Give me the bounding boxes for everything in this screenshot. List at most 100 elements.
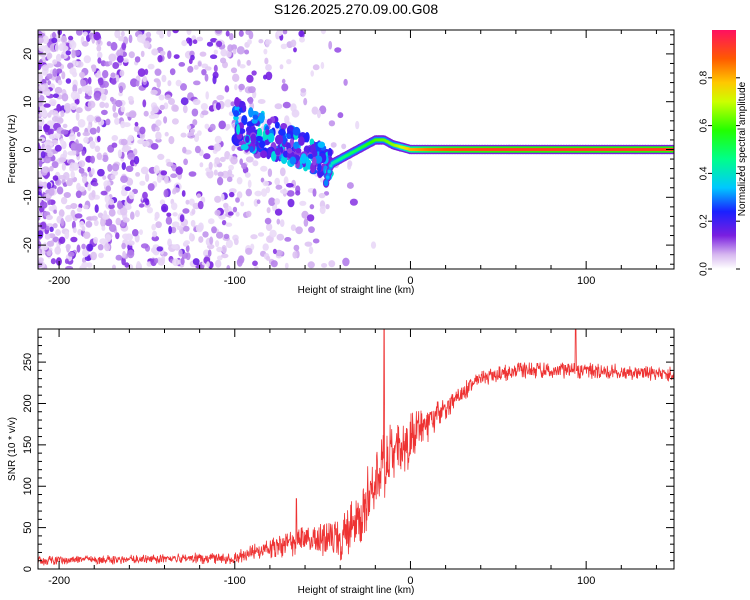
- noise-blob: [110, 72, 116, 78]
- cluster-blob: [287, 148, 293, 154]
- noise-blob: [159, 199, 166, 205]
- noise-blob: [41, 64, 49, 71]
- noise-blob: [116, 55, 124, 63]
- noise-blob: [260, 165, 268, 172]
- noise-blob: [172, 104, 179, 112]
- noise-blob: [75, 190, 82, 199]
- noise-blob: [85, 220, 93, 228]
- noise-blob: [108, 203, 115, 210]
- noise-blob: [192, 98, 201, 106]
- noise-blob: [122, 217, 130, 223]
- noise-blob: [230, 156, 238, 165]
- noise-blob: [280, 189, 288, 194]
- noise-blob: [157, 258, 165, 266]
- noise-blob: [68, 35, 74, 41]
- noise-blob: [49, 165, 54, 172]
- noise-blob: [355, 120, 360, 130]
- noise-blob: [120, 175, 128, 183]
- snr-series-line: [38, 329, 674, 566]
- cluster-blob: [275, 134, 283, 145]
- noise-blob: [130, 211, 135, 220]
- noise-blob: [218, 120, 226, 130]
- noise-blob: [234, 83, 238, 91]
- noise-blob: [211, 226, 217, 234]
- noise-blob: [94, 204, 99, 213]
- noise-blob: [101, 109, 108, 116]
- noise-blob: [202, 231, 209, 238]
- noise-blob: [60, 35, 68, 44]
- noise-blob: [312, 188, 317, 197]
- noise-blob: [159, 32, 165, 39]
- noise-blob: [180, 257, 185, 266]
- noise-blob: [175, 79, 182, 87]
- noise-blob: [239, 64, 246, 69]
- noise-blob: [82, 31, 88, 37]
- noise-blob: [60, 110, 65, 118]
- noise-blob: [154, 126, 160, 132]
- cluster-blob: [233, 110, 240, 117]
- noise-blob: [49, 109, 57, 115]
- noise-blob: [308, 246, 314, 255]
- cluster-blob: [260, 150, 268, 159]
- noise-blob: [275, 249, 283, 257]
- noise-blob: [291, 109, 300, 118]
- cluster-blob: [266, 118, 272, 126]
- noise-blob: [38, 37, 44, 44]
- noise-blob: [286, 59, 292, 65]
- noise-blob: [120, 207, 128, 216]
- noise-blob: [264, 217, 272, 225]
- noise-blob: [107, 163, 113, 172]
- noise-blob: [293, 244, 300, 252]
- noise-blob: [80, 79, 87, 87]
- noise-blob: [134, 210, 140, 218]
- noise-blob: [94, 92, 101, 101]
- noise-blob: [225, 239, 233, 249]
- noise-blob: [101, 225, 106, 231]
- noise-blob: [108, 224, 117, 233]
- noise-blob: [154, 257, 159, 264]
- noise-blob: [87, 183, 92, 192]
- noise-blob: [91, 181, 99, 187]
- noise-blob: [232, 206, 238, 213]
- noise-blob: [72, 227, 77, 234]
- noise-blob: [77, 119, 86, 128]
- noise-blob: [122, 58, 129, 63]
- noise-blob: [236, 191, 243, 199]
- noise-blob: [216, 246, 223, 253]
- noise-blob: [136, 34, 145, 43]
- noise-blob: [227, 211, 234, 216]
- noise-blob: [272, 248, 277, 255]
- noise-blob: [121, 242, 126, 250]
- noise-blob: [247, 96, 254, 105]
- noise-blob: [238, 83, 245, 91]
- noise-blob: [45, 214, 53, 221]
- cluster-blob: [267, 133, 275, 143]
- noise-blob: [83, 55, 92, 64]
- noise-blob: [67, 62, 74, 70]
- noise-blob: [54, 246, 61, 255]
- ridge-core: [324, 181, 328, 185]
- noise-blob: [81, 40, 89, 47]
- noise-blob: [224, 99, 232, 108]
- noise-blob: [69, 40, 77, 50]
- noise-blob: [220, 57, 227, 64]
- noise-blob: [78, 167, 85, 174]
- noise-blob: [38, 30, 43, 37]
- noise-blob: [67, 251, 75, 257]
- noise-blob: [282, 30, 288, 35]
- noise-blob: [111, 142, 118, 148]
- noise-blob: [56, 106, 62, 112]
- spectrogram-ytick-label: 0: [22, 146, 34, 152]
- noise-blob: [111, 135, 119, 141]
- noise-blob: [89, 127, 97, 135]
- noise-blob: [102, 214, 110, 220]
- noise-blob: [319, 205, 326, 215]
- noise-blob: [91, 168, 95, 175]
- noise-blob: [217, 171, 224, 177]
- noise-blob: [220, 48, 228, 57]
- figure-title: S126.2025.270.09.00.G08: [274, 1, 438, 17]
- noise-blob: [97, 57, 102, 64]
- noise-blob: [264, 57, 269, 65]
- noise-blob: [267, 168, 273, 177]
- noise-blob: [150, 143, 159, 150]
